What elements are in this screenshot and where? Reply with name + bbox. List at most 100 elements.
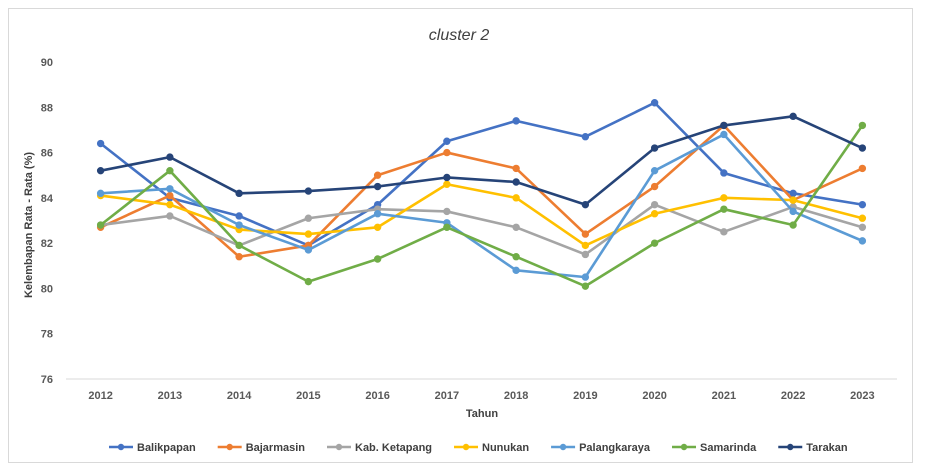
- data-point: [789, 221, 797, 229]
- data-point: [166, 212, 174, 220]
- data-point: [96, 189, 105, 198]
- data-point: [166, 153, 174, 161]
- y-tick-label: 82: [41, 238, 53, 250]
- y-tick-label: 90: [41, 57, 53, 69]
- data-point: [373, 223, 382, 231]
- legend-label: Tarakan: [806, 442, 848, 454]
- data-point: [235, 189, 243, 198]
- legend-marker: [226, 443, 233, 451]
- x-axis-title: Tahun: [466, 408, 498, 420]
- data-point: [650, 144, 659, 152]
- data-point: [166, 166, 174, 175]
- legend-label: Samarinda: [700, 442, 757, 454]
- y-tick-label: 80: [41, 283, 53, 295]
- x-tick-label: 2016: [365, 390, 389, 402]
- data-point: [581, 250, 590, 259]
- data-point: [166, 200, 174, 209]
- data-point: [373, 210, 382, 218]
- data-point: [235, 221, 243, 229]
- chart-frame: cluster 2 Kelembapan Rata - Rata (%) Tah…: [8, 8, 913, 463]
- data-point: [166, 185, 174, 193]
- series-tarakan: [96, 112, 867, 209]
- data-point: [650, 99, 659, 107]
- data-point: [789, 196, 797, 204]
- data-point: [304, 230, 313, 238]
- data-point: [720, 194, 728, 202]
- x-tick-label: 2022: [781, 390, 805, 402]
- x-axis-ticks: 2012 2013 2014 2015 2016 2017 2018 2019 2020 2021…: [88, 390, 874, 402]
- data-point: [443, 173, 451, 182]
- data-point: [650, 210, 659, 218]
- data-point: [789, 189, 797, 198]
- data-point: [581, 282, 590, 290]
- series-line: [99, 133, 864, 279]
- data-point: [512, 266, 520, 275]
- data-point: [235, 253, 243, 261]
- data-point: [789, 112, 797, 121]
- data-point: [443, 223, 451, 231]
- x-tick-label: 2017: [435, 390, 459, 402]
- data-point: [512, 178, 520, 186]
- data-point: [235, 212, 243, 220]
- data-point: [650, 166, 659, 175]
- data-point: [720, 228, 728, 236]
- legend: Balikpapan Bajarmasin Kab. Ketapang Nunukan…: [109, 442, 848, 454]
- data-point: [304, 246, 313, 254]
- y-tick-label: 86: [41, 148, 53, 160]
- data-point: [166, 191, 174, 200]
- y-axis-ticks: 76 78 80 82 84 86 88 90: [41, 57, 54, 386]
- series-layer: [96, 99, 867, 290]
- x-tick-label: 2015: [296, 390, 320, 402]
- x-tick-label: 2014: [227, 390, 252, 402]
- data-point: [581, 200, 590, 209]
- data-point: [581, 241, 590, 250]
- y-tick-label: 78: [41, 329, 53, 341]
- legend-item: Tarakan: [778, 442, 848, 454]
- data-point: [858, 200, 867, 209]
- data-point: [720, 169, 728, 177]
- legend-marker: [680, 443, 688, 451]
- x-tick-label: 2013: [158, 390, 182, 402]
- data-point: [858, 164, 867, 173]
- data-point: [650, 200, 659, 209]
- data-point: [581, 133, 590, 141]
- legend-label: Bajarmasin: [246, 442, 306, 454]
- legend-label: Kab. Ketapang: [355, 442, 432, 454]
- data-point: [304, 214, 313, 222]
- y-tick-label: 88: [41, 102, 53, 114]
- data-point: [373, 255, 382, 263]
- x-tick-label: 2019: [573, 390, 597, 402]
- legend-item: Nunukan: [454, 442, 529, 454]
- data-point: [443, 207, 451, 216]
- legend-item: Balikpapan: [109, 442, 196, 454]
- data-point: [443, 137, 451, 145]
- data-point: [789, 207, 797, 216]
- legend-label: Nunukan: [482, 442, 529, 454]
- data-point: [858, 223, 867, 231]
- data-point: [650, 239, 659, 247]
- x-tick-label: 2018: [504, 390, 528, 402]
- data-point: [443, 148, 451, 157]
- data-point: [512, 117, 520, 125]
- series-line: [99, 203, 864, 256]
- x-tick-label: 2021: [712, 390, 736, 402]
- data-point: [650, 182, 659, 191]
- data-point: [858, 144, 867, 152]
- y-tick-label: 84: [41, 193, 54, 205]
- data-point: [858, 214, 867, 222]
- data-point: [512, 194, 520, 202]
- data-point: [235, 241, 243, 250]
- data-point: [443, 180, 451, 188]
- data-point: [512, 164, 520, 173]
- legend-label: Balikpapan: [137, 442, 196, 454]
- data-point: [512, 223, 520, 231]
- data-point: [304, 187, 313, 195]
- data-point: [720, 121, 728, 130]
- legend-marker: [559, 443, 567, 451]
- series-samarinda: [96, 121, 867, 290]
- data-point: [373, 182, 382, 191]
- series-line: [99, 101, 864, 247]
- legend-marker: [787, 443, 794, 451]
- series-palangkaraya: [96, 130, 867, 281]
- y-axis-title: Kelembapan Rata - Rata (%): [23, 152, 35, 298]
